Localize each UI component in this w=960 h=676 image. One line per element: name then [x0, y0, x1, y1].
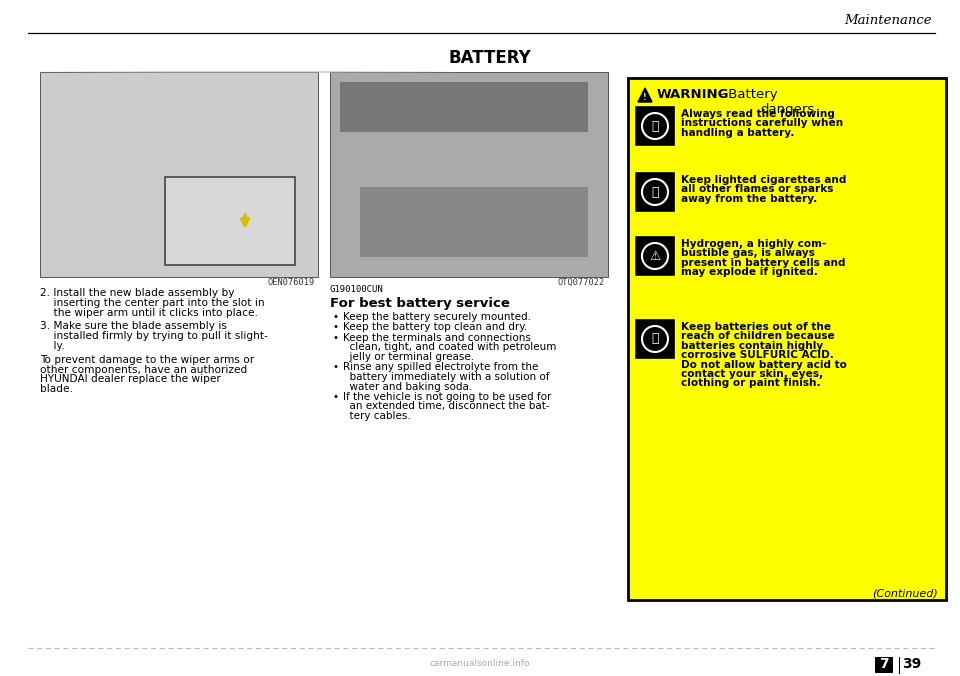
Text: 📖: 📖 [651, 120, 659, 132]
Text: may explode if ignited.: may explode if ignited. [681, 267, 818, 277]
Text: 🚫: 🚫 [651, 333, 659, 345]
Text: Rinse any spilled electrolyte from the: Rinse any spilled electrolyte from the [343, 362, 539, 372]
Text: Keep the battery securely mounted.: Keep the battery securely mounted. [343, 312, 531, 322]
Text: clean, tight, and coated with petroleum: clean, tight, and coated with petroleum [343, 343, 557, 352]
Text: Do not allow battery acid to: Do not allow battery acid to [681, 360, 847, 370]
Text: carmanualsonline.info: carmanualsonline.info [430, 660, 530, 669]
Bar [628, 78, 946, 600]
Circle shape [639, 176, 671, 208]
Text: away from the battery.: away from the battery. [681, 194, 817, 203]
Text: Maintenance: Maintenance [845, 14, 932, 26]
Text: other components, have an authorized: other components, have an authorized [40, 364, 248, 375]
Text: contact your skin, eyes,: contact your skin, eyes, [681, 369, 823, 379]
Bar [875, 657, 893, 673]
Text: dangers: dangers [760, 103, 814, 116]
Text: To prevent damage to the wiper arms or: To prevent damage to the wiper arms or [40, 355, 254, 365]
Text: For best battery service: For best battery service [330, 297, 510, 310]
Bar [636, 237, 674, 275]
Text: blade.: blade. [40, 384, 73, 394]
Text: Keep lighted cigarettes and: Keep lighted cigarettes and [681, 175, 847, 185]
Text: G190100CUN: G190100CUN [330, 285, 384, 294]
Text: Always read the following: Always read the following [681, 109, 835, 119]
Text: Keep the terminals and connections: Keep the terminals and connections [343, 333, 531, 343]
Text: an extended time, disconnect the bat-: an extended time, disconnect the bat- [343, 402, 550, 412]
Text: installed firmly by trying to pull it slight-: installed firmly by trying to pull it sl… [40, 331, 268, 341]
Text: Hydrogen, a highly com-: Hydrogen, a highly com- [681, 239, 827, 249]
Text: all other flames or sparks: all other flames or sparks [681, 185, 833, 195]
Text: OEN076019: OEN076019 [268, 278, 315, 287]
Bar [340, 82, 588, 132]
Text: If the vehicle is not going to be used for: If the vehicle is not going to be used f… [343, 392, 551, 402]
Bar [40, 72, 318, 277]
Circle shape [639, 323, 671, 355]
Text: reach of children because: reach of children because [681, 331, 835, 341]
Circle shape [639, 240, 671, 272]
Circle shape [639, 110, 671, 142]
Text: •: • [333, 322, 339, 333]
Text: 39: 39 [902, 657, 922, 671]
Text: WARNING: WARNING [657, 88, 730, 101]
Text: !: ! [643, 93, 647, 101]
Text: handling a battery.: handling a battery. [681, 128, 794, 138]
Text: ly.: ly. [40, 341, 64, 351]
Text: OTQ077022: OTQ077022 [558, 278, 605, 287]
Text: ⛔: ⛔ [651, 185, 659, 199]
Text: bustible gas, is always: bustible gas, is always [681, 248, 815, 258]
Text: instructions carefully when: instructions carefully when [681, 118, 843, 128]
Text: •: • [333, 392, 339, 402]
Text: present in battery cells and: present in battery cells and [681, 258, 846, 268]
Bar [636, 107, 674, 145]
Text: •: • [333, 362, 339, 372]
Text: inserting the center part into the slot in: inserting the center part into the slot … [40, 298, 265, 308]
Text: BATTERY: BATTERY [448, 49, 532, 67]
Text: Keep the battery top clean and dry.: Keep the battery top clean and dry. [343, 322, 527, 333]
Text: battery immediately with a solution of: battery immediately with a solution of [343, 372, 549, 382]
Text: •: • [333, 312, 339, 322]
Text: water and baking soda.: water and baking soda. [343, 381, 472, 391]
Text: jelly or terminal grease.: jelly or terminal grease. [343, 352, 474, 362]
Text: ⚠: ⚠ [649, 249, 660, 262]
Bar [636, 173, 674, 211]
Text: clothing or paint finish.: clothing or paint finish. [681, 379, 821, 389]
Text: batteries contain highly: batteries contain highly [681, 341, 824, 351]
Text: 7: 7 [879, 657, 889, 671]
Bar [360, 187, 588, 257]
Text: corrosive SULFURIC ACID.: corrosive SULFURIC ACID. [681, 350, 834, 360]
Text: Keep batteries out of the: Keep batteries out of the [681, 322, 831, 332]
Bar [330, 72, 608, 277]
Text: (Continued): (Continued) [873, 588, 938, 598]
Bar [636, 320, 674, 358]
Text: tery cables.: tery cables. [343, 411, 411, 421]
Text: HYUNDAI dealer replace the wiper: HYUNDAI dealer replace the wiper [40, 375, 221, 385]
Text: - Battery: - Battery [715, 88, 778, 101]
Text: 2. Install the new blade assembly by: 2. Install the new blade assembly by [40, 288, 234, 298]
Text: •: • [333, 333, 339, 343]
Text: the wiper arm until it clicks into place.: the wiper arm until it clicks into place… [40, 308, 258, 318]
Text: 3. Make sure the blade assembly is: 3. Make sure the blade assembly is [40, 321, 227, 331]
Polygon shape [638, 88, 652, 102]
Bar [165, 177, 295, 265]
